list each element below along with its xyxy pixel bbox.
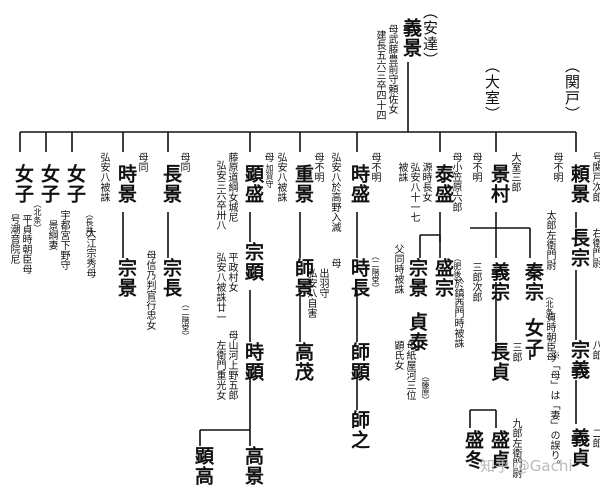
nagamune-name: 長宗 <box>568 228 590 268</box>
yasumori-name: 泰盛 <box>432 164 454 204</box>
takashige-name: 高茂 <box>292 342 314 382</box>
daughter2-name: 女子 <box>38 164 60 204</box>
tokikage-note1: 母同 <box>136 152 147 172</box>
munekage-note5: 平政村女 <box>226 252 237 292</box>
yasumori-note1: 母小笠原六郎 <box>450 152 461 212</box>
kagemura-name: 景村 <box>488 164 510 204</box>
yasumori-note4: 被誅 <box>396 162 407 182</box>
akitaka-name: 顕高 <box>192 446 214 486</box>
yasumune-note: 太郎左衛門尉 <box>544 210 555 270</box>
daughter1-name: 女子 <box>64 164 86 204</box>
daughter2-note2: 景綱妻 <box>46 220 57 250</box>
kagemura-note: 大室三郎 <box>509 152 520 192</box>
daughter3-name: 女子 <box>12 164 34 204</box>
daughter4-note: 貞時朝臣母 <box>544 312 555 362</box>
daughter3-note1: 平貞時朝臣母 <box>20 214 31 274</box>
munemune-note: 三郎次郎 <box>470 262 481 302</box>
yorikage-note: 号関戸次郎 <box>590 152 600 202</box>
morimune-note: 於鎮西門時被誅 <box>452 278 463 348</box>
kagemura-mother: 母不明 <box>470 152 481 182</box>
akimori-note2: 弘安三六卒卅八 <box>214 160 225 230</box>
tokimori-note2: 弘安八於高野入滅 <box>329 152 340 232</box>
tokimori-name: 時盛 <box>348 164 370 204</box>
sadayasu-note2: 顕氏女 <box>392 340 403 370</box>
nagasada-note: 三郎 <box>510 342 521 362</box>
morimune-name: 盛宗 <box>432 258 454 298</box>
tokikage-note2: 弘安八被誅 <box>98 152 109 202</box>
daughter1-tag: （長井） <box>85 210 94 242</box>
watermark: 知乎 @Gachi <box>480 457 573 475</box>
yoshimune-name: 義宗 <box>488 262 510 302</box>
daughter4-tag: （北条） <box>545 292 554 324</box>
clan-seki: （関戸） <box>563 58 581 122</box>
akimori-note1: 母 <box>262 152 273 162</box>
shigekage-note2: 弘安八被誅 <box>275 152 286 202</box>
tokinaga-name: 時長 <box>348 258 370 298</box>
shigekage-name: 重景 <box>292 164 314 204</box>
daughter2-note1: 宇都宮下野守 <box>58 210 69 270</box>
daughter3-tag: （北条） <box>33 200 42 232</box>
yorikage-mother: 母不明 <box>551 152 562 182</box>
sadayasu-tag: （藤原） <box>421 372 430 404</box>
tokiaki-name: 時顕 <box>242 342 264 382</box>
shiyuki-name: 師之 <box>348 410 370 450</box>
akimori-note3: 加賀守 <box>265 164 274 188</box>
munenaga-note: 母信乃判官行忠女 <box>144 250 155 330</box>
yasumori-note2: 源時長女 <box>420 162 431 202</box>
root-note2: 建長五六三卒四十四 <box>374 30 385 120</box>
yasumune-name: 秦宗 <box>522 262 544 302</box>
munenaga-tag: （二階堂） <box>181 300 190 340</box>
daughter3-note2: 号潮音院尼 <box>8 214 19 264</box>
morisada-name: 盛貞 <box>488 430 510 470</box>
yoshisada-name: 義貞 <box>568 428 590 468</box>
yasumori-note3: 弘安八十一七 <box>408 162 419 222</box>
sadayasu-note1: 母紙屋河三位 <box>404 340 415 400</box>
clan-oomuro: （大室） <box>483 58 501 122</box>
tokinaga-note2: 弘安八自害 <box>305 268 316 318</box>
daughter4-name: 女子 <box>522 318 544 358</box>
morimune-tag: （肥後） <box>453 254 462 286</box>
morotaka-name: 師顕 <box>348 342 370 382</box>
munekage-note3: 弘安八被誅廿一 <box>214 252 225 322</box>
tokinaga-note1: 母 <box>329 258 340 268</box>
munemura-note: 八郎 <box>590 340 600 360</box>
tokiaki-note2: 左衛門重光女 <box>214 340 225 400</box>
munekage-name: 宗顕 <box>242 242 264 282</box>
munenaga-name: 宗長 <box>160 258 182 298</box>
shigekage-note1: 母不明 <box>312 152 323 182</box>
yorikage-name: 頼景 <box>568 164 590 204</box>
nagasada-name: 長貞 <box>488 342 510 382</box>
nagakage-name: 長景 <box>160 164 182 204</box>
annotation: ※「母」は「妻」の誤り。 <box>548 350 559 470</box>
tokiaki-note1: 母山河上野五郎 <box>226 330 237 400</box>
root-name: 義景 <box>400 18 422 58</box>
morimune-t-name: 宗景 <box>115 258 137 298</box>
tokimori-note1: 母不明 <box>369 152 380 182</box>
munekage-y-name: 宗景 <box>406 258 428 298</box>
munemura-name: 宗義 <box>568 340 590 380</box>
nagamune-note: 右衛門尉 <box>590 228 600 268</box>
yoshisada-note: 二郎 <box>590 428 600 448</box>
daughter1-note: 大江宗秀母 <box>84 228 95 278</box>
akimori-name: 顕盛 <box>242 164 264 204</box>
takakage-name: 高景 <box>242 446 264 486</box>
tokikage-name: 時景 <box>115 164 137 204</box>
nagakage-note: 母同 <box>178 152 189 172</box>
tokinaga-tag: （二階堂） <box>371 252 380 292</box>
tokinaga-note3: 出羽守 <box>317 268 328 298</box>
morifuyu-name: 盛冬 <box>462 430 484 470</box>
morisada-note: 九郎左衛門尉 <box>510 418 521 478</box>
clan-adachi: （安達） <box>421 4 439 68</box>
akimori-note5: 藤原道綱女城尼 <box>226 152 237 222</box>
sadayasu-name: 貞泰 <box>406 312 428 352</box>
sadayasu-note3: 父同時被誅 <box>392 244 403 294</box>
root-note1: 母武藤豊前守頼佐女 <box>386 24 397 114</box>
shikage-name: 師景 <box>292 258 314 298</box>
